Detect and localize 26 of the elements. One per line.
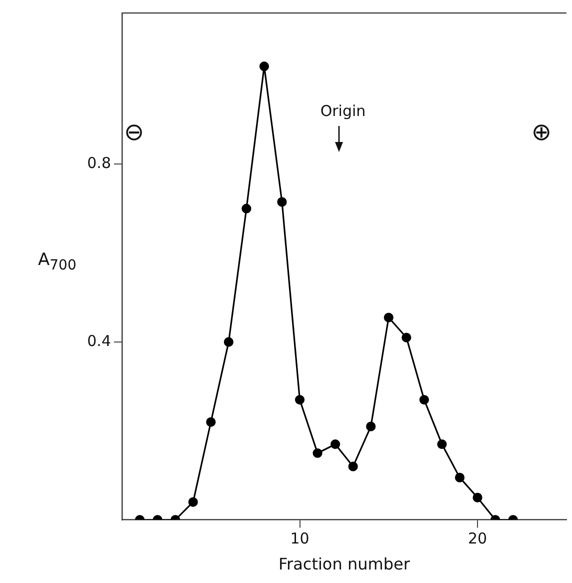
point	[259, 62, 270, 72]
point	[242, 204, 252, 214]
annotation: ⊕	[531, 118, 552, 146]
y-axis-title: A$_{700}$	[38, 250, 76, 274]
annotation: ⊖	[124, 118, 144, 146]
point	[277, 197, 287, 207]
point	[206, 417, 216, 427]
x-tick-label: 10	[290, 530, 310, 548]
x-axis-title: Fraction number	[278, 554, 410, 574]
point	[348, 462, 358, 472]
point	[454, 472, 465, 482]
point	[294, 394, 305, 405]
point	[330, 439, 340, 450]
point	[419, 394, 429, 405]
x-tick-label: 20	[468, 530, 488, 548]
point	[384, 312, 394, 322]
y-tick-label: 0.4	[87, 332, 111, 350]
point	[437, 439, 447, 450]
point	[402, 332, 412, 342]
point	[188, 497, 198, 507]
point	[312, 448, 322, 458]
annotation: Origin	[320, 102, 366, 120]
y-tick-label: 0.8	[87, 154, 111, 172]
point	[472, 492, 482, 502]
point	[366, 422, 376, 432]
point	[224, 337, 234, 347]
